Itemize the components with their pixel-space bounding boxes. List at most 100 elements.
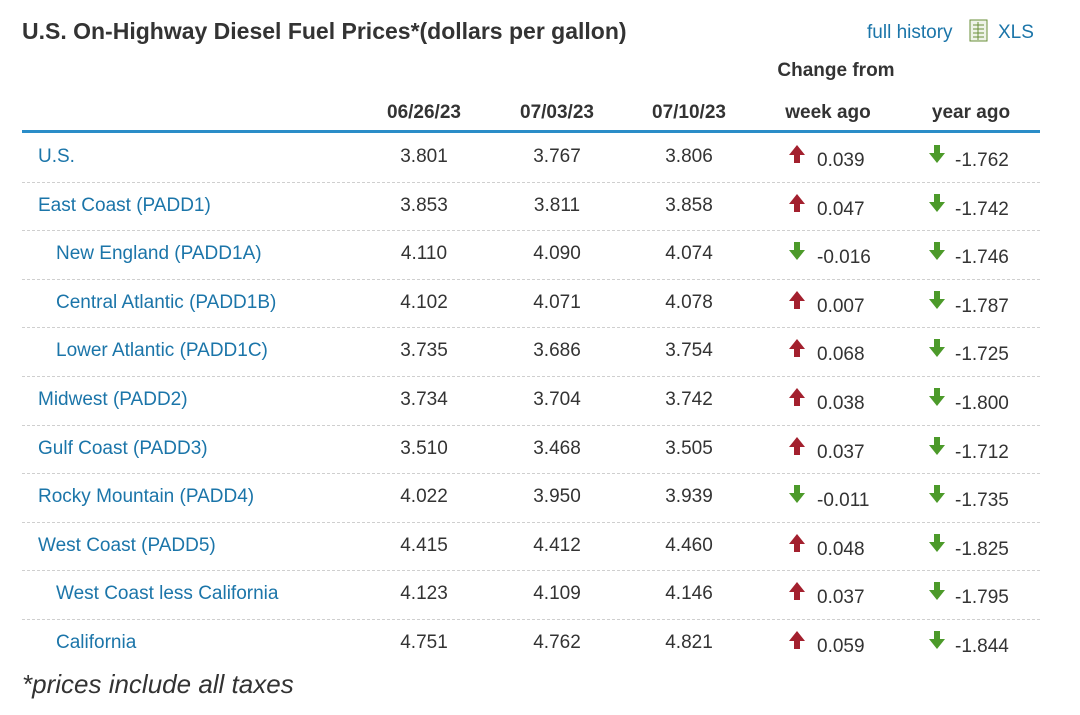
row-label[interactable]: East Coast (PADD1) [38, 194, 211, 216]
arrow-down [929, 339, 945, 358]
history-link[interactable]: full history [867, 22, 953, 43]
change: -1.712 [955, 441, 1009, 463]
change: -1.825 [955, 538, 1009, 560]
price: 3.735 [400, 340, 448, 362]
price: 4.110 [400, 243, 448, 265]
price: 3.510 [400, 437, 448, 459]
price: 3.939 [665, 486, 713, 508]
change: -0.016 [817, 247, 871, 269]
change: -1.795 [955, 587, 1009, 609]
row-divider [22, 278, 1040, 280]
header-rule [22, 130, 1040, 133]
price: 4.071 [533, 291, 581, 313]
arrow-up [789, 631, 805, 649]
price: 3.801 [400, 146, 448, 167]
xls-icon [969, 19, 988, 42]
price: 3.742 [665, 389, 713, 410]
row-label[interactable]: Rocky Mountain (PADD4) [38, 486, 255, 508]
row-label[interactable]: California [56, 632, 137, 653]
group-header: Change from [777, 60, 895, 81]
price: 4.762 [533, 632, 581, 653]
price: 4.078 [665, 291, 713, 313]
arrow-down [929, 145, 945, 163]
title: U.S. On-Highway Diesel Fuel Prices*(doll… [22, 18, 627, 44]
arrow-down [929, 582, 945, 601]
price: 3.858 [665, 194, 713, 216]
change: -1.746 [955, 247, 1009, 269]
arrow-down [929, 436, 945, 455]
change: -1.735 [955, 490, 1009, 512]
arrow-down [789, 242, 805, 261]
footnote: *prices include all taxes [22, 669, 294, 699]
row-label[interactable]: Gulf Coast (PADD3) [38, 437, 208, 459]
column-header: year ago [931, 102, 1011, 123]
arrow-down [789, 485, 805, 504]
arrow-up [789, 436, 805, 455]
price: 3.806 [665, 146, 713, 167]
change: 0.038 [817, 393, 865, 414]
arrow-down [929, 533, 945, 552]
arrow-up [789, 339, 805, 358]
change: 0.007 [817, 295, 865, 317]
price: 4.146 [665, 583, 713, 605]
arrow-up [789, 582, 805, 601]
change: 0.039 [817, 150, 865, 171]
column-header: 07/10/23 [652, 102, 726, 123]
arrow-down [929, 485, 945, 504]
row-label[interactable]: Central Atlantic (PADD1B) [56, 291, 277, 313]
price: 4.074 [665, 243, 713, 265]
row-divider [22, 327, 1040, 329]
change: -1.742 [955, 198, 1009, 220]
arrow-up [789, 193, 805, 212]
row-label[interactable]: U.S. [38, 146, 75, 167]
row-divider [22, 424, 1040, 426]
row-label[interactable]: West Coast (PADD5) [38, 534, 216, 556]
change: 0.037 [817, 587, 865, 609]
price: 3.767 [533, 146, 581, 167]
row-label[interactable]: Lower Atlantic (PADD1C) [56, 340, 268, 362]
arrow-down [929, 242, 945, 261]
price: 3.734 [400, 389, 448, 410]
price: 3.950 [533, 486, 581, 508]
price: 3.686 [533, 340, 581, 362]
row-divider [22, 619, 1040, 620]
price: 4.123 [400, 583, 448, 605]
price: 3.754 [665, 340, 713, 362]
price: 4.090 [533, 243, 581, 265]
price: 4.751 [400, 632, 448, 653]
price: 4.412 [533, 534, 581, 556]
price: 3.505 [665, 437, 713, 459]
change: -1.762 [955, 150, 1009, 171]
row-label[interactable]: West Coast less California [56, 583, 279, 605]
price: 4.109 [533, 583, 581, 605]
arrow-up [789, 388, 805, 406]
change: -0.011 [817, 490, 870, 512]
price: 4.102 [400, 291, 448, 313]
row-divider [22, 181, 1040, 183]
row-divider [22, 230, 1040, 232]
arrow-down [929, 193, 945, 212]
price: 3.853 [400, 194, 448, 216]
column-header: 07/03/23 [520, 102, 594, 123]
change: 0.068 [817, 344, 865, 366]
price: 3.811 [533, 194, 581, 216]
row-label[interactable]: New England (PADD1A) [56, 243, 262, 265]
arrow-up [789, 145, 805, 163]
arrow-down [929, 388, 945, 406]
column-header: 06/26/23 [387, 102, 461, 123]
arrow-down [929, 290, 945, 309]
change: 0.047 [817, 198, 865, 220]
change: 0.048 [817, 538, 865, 560]
row-divider [22, 570, 1040, 572]
change: 0.059 [817, 636, 865, 657]
row-divider [22, 376, 1040, 377]
change: -1.800 [955, 393, 1009, 414]
change: -1.725 [955, 344, 1009, 366]
row-divider [22, 473, 1040, 475]
change: -1.787 [955, 295, 1009, 317]
price: 3.468 [533, 437, 581, 459]
xls-link[interactable]: XLS [998, 22, 1034, 43]
row-label[interactable]: Midwest (PADD2) [38, 389, 188, 410]
price: 4.415 [400, 534, 448, 556]
